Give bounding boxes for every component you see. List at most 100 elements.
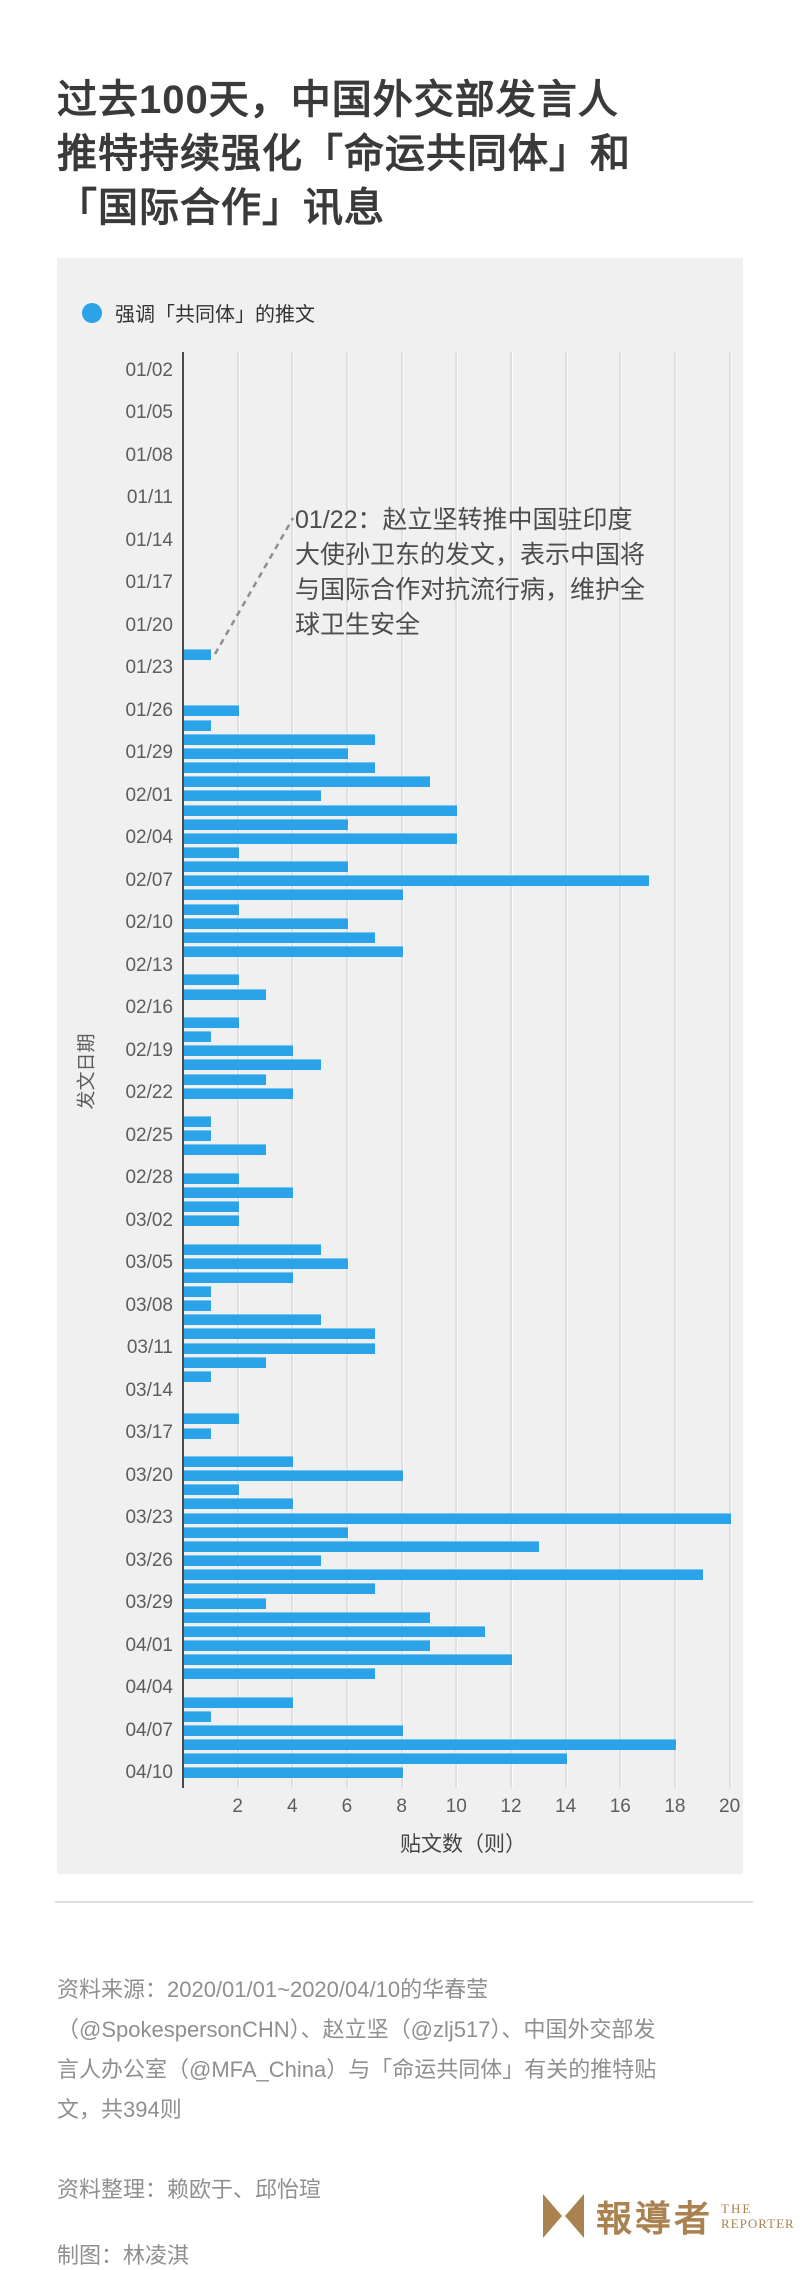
y-axis-spine (182, 352, 184, 1788)
logo-en-text: THE REPORTER (721, 2201, 795, 2231)
gridline (455, 352, 459, 1788)
bar (184, 1696, 294, 1708)
editors-note: 资料整理：赖欧于、邱怡瑄 (57, 2177, 322, 2202)
bar (184, 1625, 485, 1637)
bar (184, 804, 458, 816)
bar (184, 931, 376, 943)
bar (184, 1144, 266, 1156)
bar (184, 733, 376, 745)
bar (184, 946, 403, 958)
y-tick-label: 01/20 (125, 614, 173, 636)
bar (184, 1540, 540, 1552)
y-tick-label: 01/14 (125, 529, 173, 551)
y-tick-label: 03/26 (125, 1549, 173, 1571)
bar (184, 1286, 212, 1297)
y-tick-label: 03/29 (125, 1592, 173, 1614)
bar (184, 776, 430, 788)
bar (184, 974, 239, 986)
bar (184, 705, 239, 717)
y-tick-label: 03/05 (125, 1252, 173, 1274)
bar (184, 1739, 676, 1751)
y-tick-label: 01/29 (125, 742, 173, 764)
bar (184, 1370, 212, 1382)
bar-chart-plot: 2 4 6 8 10 12 14 16 18 20 01/02 01/05 01/08 01/11 01/1… (57, 258, 743, 1874)
y-tick-label: 04/07 (125, 1719, 173, 1741)
bar (184, 1257, 348, 1269)
bar (184, 1555, 321, 1567)
x-tick-label: 16 (609, 1796, 631, 1817)
bar (184, 1753, 567, 1765)
x-tick-label: 8 (396, 1796, 407, 1817)
bar (184, 1356, 266, 1368)
bar (184, 1016, 239, 1028)
y-tick-label: 03/17 (125, 1422, 173, 1444)
y-tick-label: 04/10 (125, 1761, 173, 1783)
annotation-text: 01/22：赵立坚转推中国驻印度 大使孙卫东的发文，表示中国将 与国际合作对抗流… (295, 506, 646, 639)
y-tick-label: 02/19 (125, 1039, 173, 1061)
bar (184, 903, 239, 915)
x-axis-title: 贴文数（则） (400, 1833, 526, 1856)
bar (184, 790, 321, 802)
y-tick-label: 02/04 (125, 827, 173, 849)
bar (184, 1413, 239, 1425)
legend-dot-icon (82, 302, 102, 323)
gridline (619, 352, 623, 1788)
bar (184, 846, 239, 858)
y-tick-label: 01/02 (125, 360, 173, 381)
bar (184, 1116, 212, 1128)
bar (184, 1668, 376, 1680)
bar (184, 1597, 266, 1609)
y-axis-title: 发文日期 (76, 1033, 98, 1110)
bar (184, 832, 458, 844)
gridline (400, 352, 404, 1788)
y-tick-label: 02/10 (125, 912, 173, 934)
bar (184, 1031, 212, 1043)
y-tick-label: 04/04 (125, 1677, 173, 1699)
y-tick-label: 03/23 (125, 1507, 173, 1529)
bar (184, 648, 212, 660)
bar (184, 1767, 403, 1779)
bar (184, 1427, 212, 1439)
bar (184, 747, 348, 759)
y-tick-label: 03/08 (125, 1294, 173, 1316)
bar (184, 988, 266, 1000)
bar (184, 1484, 239, 1496)
y-tick-label: 02/25 (125, 1124, 173, 1146)
x-tick-label: 12 (500, 1796, 522, 1817)
bar (184, 1186, 294, 1198)
bar (184, 762, 376, 774)
chart-card: 强调「共同体」的推文 2 4 6 8 10 12 14 16 18 20 01/02 01/05 01/… (57, 258, 743, 1874)
y-tick-label: 02/16 (125, 997, 173, 1019)
y-tick-label: 03/20 (125, 1464, 173, 1486)
y-tick-label: 02/13 (125, 954, 173, 976)
gridline (728, 352, 732, 1788)
x-tick-label: 6 (341, 1796, 353, 1817)
page-title: 过去100天，中国外交部发言人 推特持续强化「命运共同体」和 「国际合作」讯息 (57, 77, 631, 230)
bar (184, 1526, 348, 1538)
bar (184, 1640, 430, 1652)
y-tick-label: 01/26 (125, 699, 173, 721)
source-note: 资料来源：2020/01/01~2020/04/10的华春莹 （@Spokesp… (57, 1977, 657, 2122)
bar (184, 1470, 403, 1482)
bar (184, 889, 403, 901)
y-tick-label: 02/22 (125, 1082, 173, 1104)
bar (184, 1215, 239, 1227)
y-tick-label: 03/02 (125, 1209, 173, 1231)
bar (184, 1300, 212, 1312)
x-tick-label: 10 (445, 1796, 467, 1817)
chart-legend: 强调「共同体」的推文 (82, 298, 315, 327)
footer-divider (55, 1901, 753, 1903)
y-tick-label: 03/14 (125, 1379, 173, 1401)
y-tick-label: 01/05 (125, 402, 173, 424)
gridline (564, 352, 568, 1788)
x-tick-label: 2 (232, 1796, 243, 1817)
bar (184, 719, 212, 731)
bar (184, 1087, 294, 1099)
x-tick-label: 14 (555, 1796, 577, 1817)
bar (184, 1342, 376, 1354)
bar (184, 818, 348, 830)
y-tick-label: 02/01 (125, 784, 173, 806)
y-tick-label: 03/11 (126, 1337, 173, 1359)
bar (184, 1498, 294, 1510)
bar (184, 1583, 376, 1595)
